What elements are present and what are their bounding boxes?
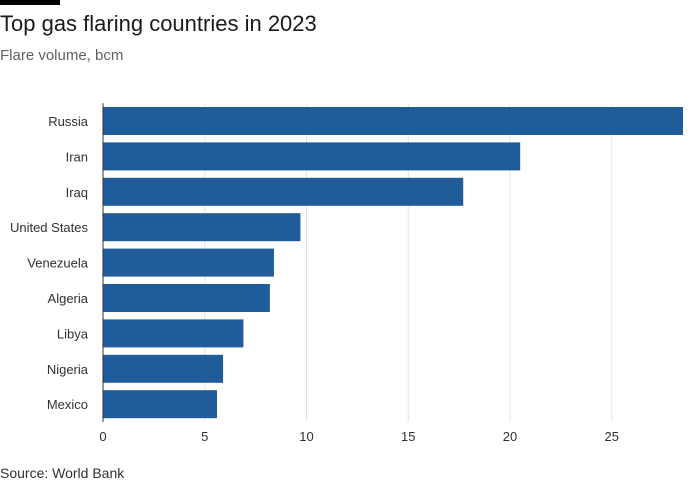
- x-tick-label: 25: [605, 429, 619, 444]
- category-label: Iraq: [66, 185, 88, 200]
- bar: [103, 354, 224, 383]
- category-label: Iran: [66, 149, 88, 164]
- bar-chart: 0 5 10 15 20 25 Russia Iran Iraq United States Ven…: [10, 103, 683, 444]
- source-note: Source: World Bank: [0, 465, 125, 481]
- category-label: Russia: [48, 114, 89, 129]
- category-label: Mexico: [47, 397, 88, 412]
- x-tick-label: 0: [99, 429, 106, 444]
- category-label: Nigeria: [47, 362, 89, 377]
- category-label: Venezuela: [27, 256, 88, 271]
- category-label: United States: [10, 220, 89, 235]
- bar: [103, 319, 244, 348]
- bar: [103, 390, 217, 419]
- category-label: Algeria: [48, 291, 89, 306]
- brand-rule: [0, 0, 60, 5]
- x-tick-label: 5: [201, 429, 208, 444]
- bar: [103, 142, 521, 171]
- bar: [103, 177, 464, 206]
- chart-subtitle: Flare volume, bcm: [0, 47, 124, 64]
- chart-title: Top gas flaring countries in 2023: [0, 11, 317, 36]
- bar: [103, 248, 274, 277]
- category-label: Libya: [57, 326, 89, 341]
- bar: [103, 107, 683, 135]
- x-tick-label: 10: [299, 429, 313, 444]
- x-tick-label: 15: [401, 429, 415, 444]
- bar: [103, 213, 301, 242]
- bar: [103, 284, 270, 312]
- x-tick-label: 20: [503, 429, 517, 444]
